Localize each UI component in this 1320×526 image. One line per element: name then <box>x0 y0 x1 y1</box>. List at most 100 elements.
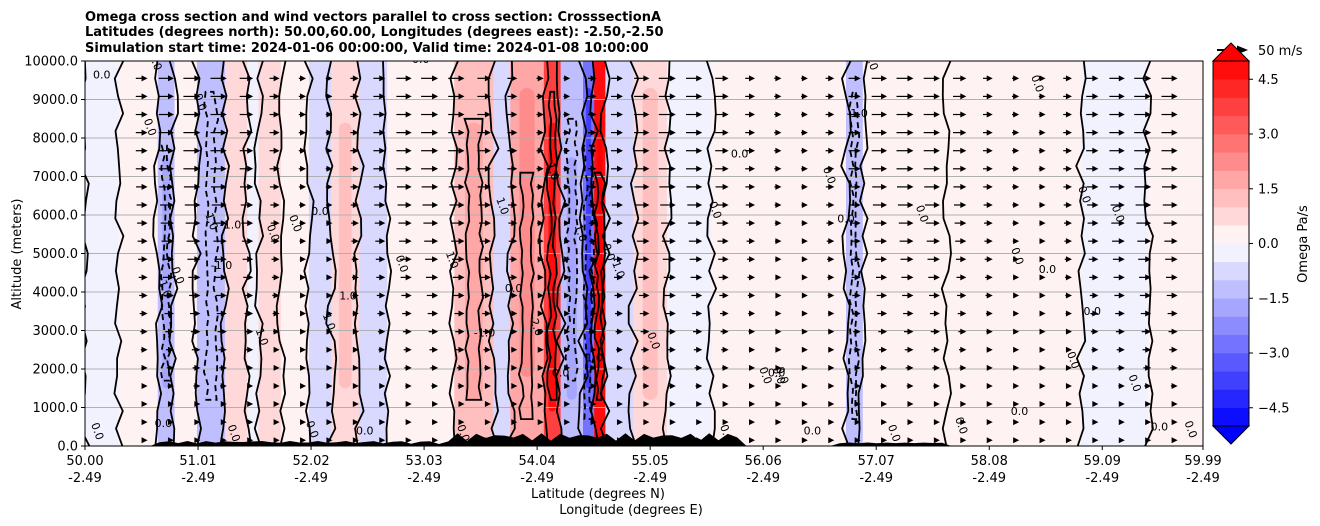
contour-label: 0.0 <box>169 265 187 286</box>
colorbar-tick-label: 1.5 <box>1258 182 1279 197</box>
contour-line-zero <box>1142 61 1154 446</box>
contour-label: 0.0 <box>913 203 931 224</box>
colorbar-swatch <box>1213 371 1249 390</box>
wind-vector-head <box>167 274 174 281</box>
wind-vector-head <box>1092 382 1099 389</box>
wind-vector-head <box>749 346 756 353</box>
wind-vector-head <box>960 183 967 190</box>
wind-vector-head <box>881 111 888 118</box>
wind-vector-head <box>1039 419 1046 426</box>
wind-vector-head <box>828 419 835 426</box>
wind-vector-head <box>1092 147 1099 154</box>
wind-vector-head <box>1145 401 1152 408</box>
wind-vector-head <box>273 274 280 281</box>
wind-vector-head <box>564 165 571 172</box>
wind-vector-head <box>432 401 439 408</box>
wind-vector-head <box>484 419 491 426</box>
contour-label: 0.0 <box>311 205 329 218</box>
contour-line-negative <box>847 90 861 420</box>
wind-vector-head <box>1171 437 1178 444</box>
wind-vector-head <box>960 437 967 444</box>
wind-vector-head <box>247 129 254 136</box>
wind-vector-head <box>300 328 307 335</box>
wind-vector-head <box>537 201 544 208</box>
wind-vector-head <box>220 346 227 353</box>
wind-vector-head <box>511 310 518 317</box>
wind-vector-head <box>1039 93 1046 100</box>
wind-vector-head <box>854 75 861 82</box>
wind-vector-head <box>194 437 201 444</box>
wind-vector-head <box>1118 419 1125 426</box>
wind-vector-head <box>537 111 544 118</box>
wind-vector-head <box>1171 220 1178 227</box>
wind-vector-head <box>801 437 808 444</box>
wind-vector-head <box>379 75 386 82</box>
wind-vector-head <box>1171 238 1178 245</box>
wind-vector-head <box>564 419 571 426</box>
wind-vector-head <box>220 75 227 82</box>
wind-vector-head <box>273 328 280 335</box>
contour-label: 0.0 <box>264 223 282 244</box>
wind-vector-head <box>960 346 967 353</box>
wind-vector-head <box>933 256 940 263</box>
wind-vector-head <box>484 238 491 245</box>
wind-vector-head <box>326 93 333 100</box>
wind-vector-head <box>907 292 914 299</box>
wind-vector-head <box>220 129 227 136</box>
wind-vector-head <box>247 238 254 245</box>
wind-vector-head <box>643 129 650 136</box>
wind-vector-head <box>907 183 914 190</box>
wind-vector-head <box>352 292 359 299</box>
wind-vector-head <box>1092 201 1099 208</box>
wind-vector-head <box>669 129 676 136</box>
wind-vector-head <box>1092 364 1099 371</box>
wind-vector-head <box>405 328 412 335</box>
wind-vector-head <box>273 419 280 426</box>
wind-vector-head <box>1118 401 1125 408</box>
wind-vector-head <box>511 238 518 245</box>
wind-vector-head <box>669 238 676 245</box>
wind-vector-head <box>167 364 174 371</box>
wind-vector-head <box>1118 111 1125 118</box>
wind-vector-head <box>854 328 861 335</box>
wind-vector-head <box>352 346 359 353</box>
wind-vector-head <box>405 93 412 100</box>
contour-line-zero <box>1075 61 1087 446</box>
wind-vector-head <box>220 220 227 227</box>
wind-vector-head <box>907 310 914 317</box>
wind-vector-head <box>352 238 359 245</box>
wind-vector-head <box>511 256 518 263</box>
wind-vector-head <box>643 111 650 118</box>
wind-vector-head <box>511 346 518 353</box>
colorbar: 4.5 3.0 1.5 0.0 −1.5 −3.0 −4.5 Omega Pa/s <box>1211 42 1311 445</box>
omega-core <box>586 87 592 389</box>
wind-vector-head <box>854 111 861 118</box>
wind-vector-head <box>484 201 491 208</box>
wind-vector-head <box>247 75 254 82</box>
wind-vector-head <box>141 165 148 172</box>
wind-vector-head <box>722 75 729 82</box>
wind-vector-head <box>907 147 914 154</box>
wind-vector-head <box>1092 183 1099 190</box>
wind-vector-head <box>1118 292 1125 299</box>
wind-vector-head <box>696 165 703 172</box>
wind-vector-head <box>352 183 359 190</box>
wind-vector-head <box>141 201 148 208</box>
omega-core <box>850 87 859 412</box>
wind-vector-head <box>1039 346 1046 353</box>
wind-vector-head <box>775 238 782 245</box>
wind-vector-head <box>986 183 993 190</box>
wind-vector-head <box>1013 93 1020 100</box>
x-tick-label-longitude: -2.49 <box>972 471 1006 486</box>
contour-line-zero <box>113 61 125 446</box>
contour-label: 0.0 <box>1064 350 1082 371</box>
wind-vector-head <box>141 238 148 245</box>
wind-vector-head <box>854 93 861 100</box>
contour-label: 0.0 <box>717 423 735 444</box>
wind-vector-head <box>273 238 280 245</box>
contour-label: 1.0 <box>572 223 590 244</box>
wind-vector-head <box>881 220 888 227</box>
wind-vector-head <box>194 274 201 281</box>
wind-vector-head <box>352 75 359 82</box>
wind-vector-head <box>1118 75 1125 82</box>
